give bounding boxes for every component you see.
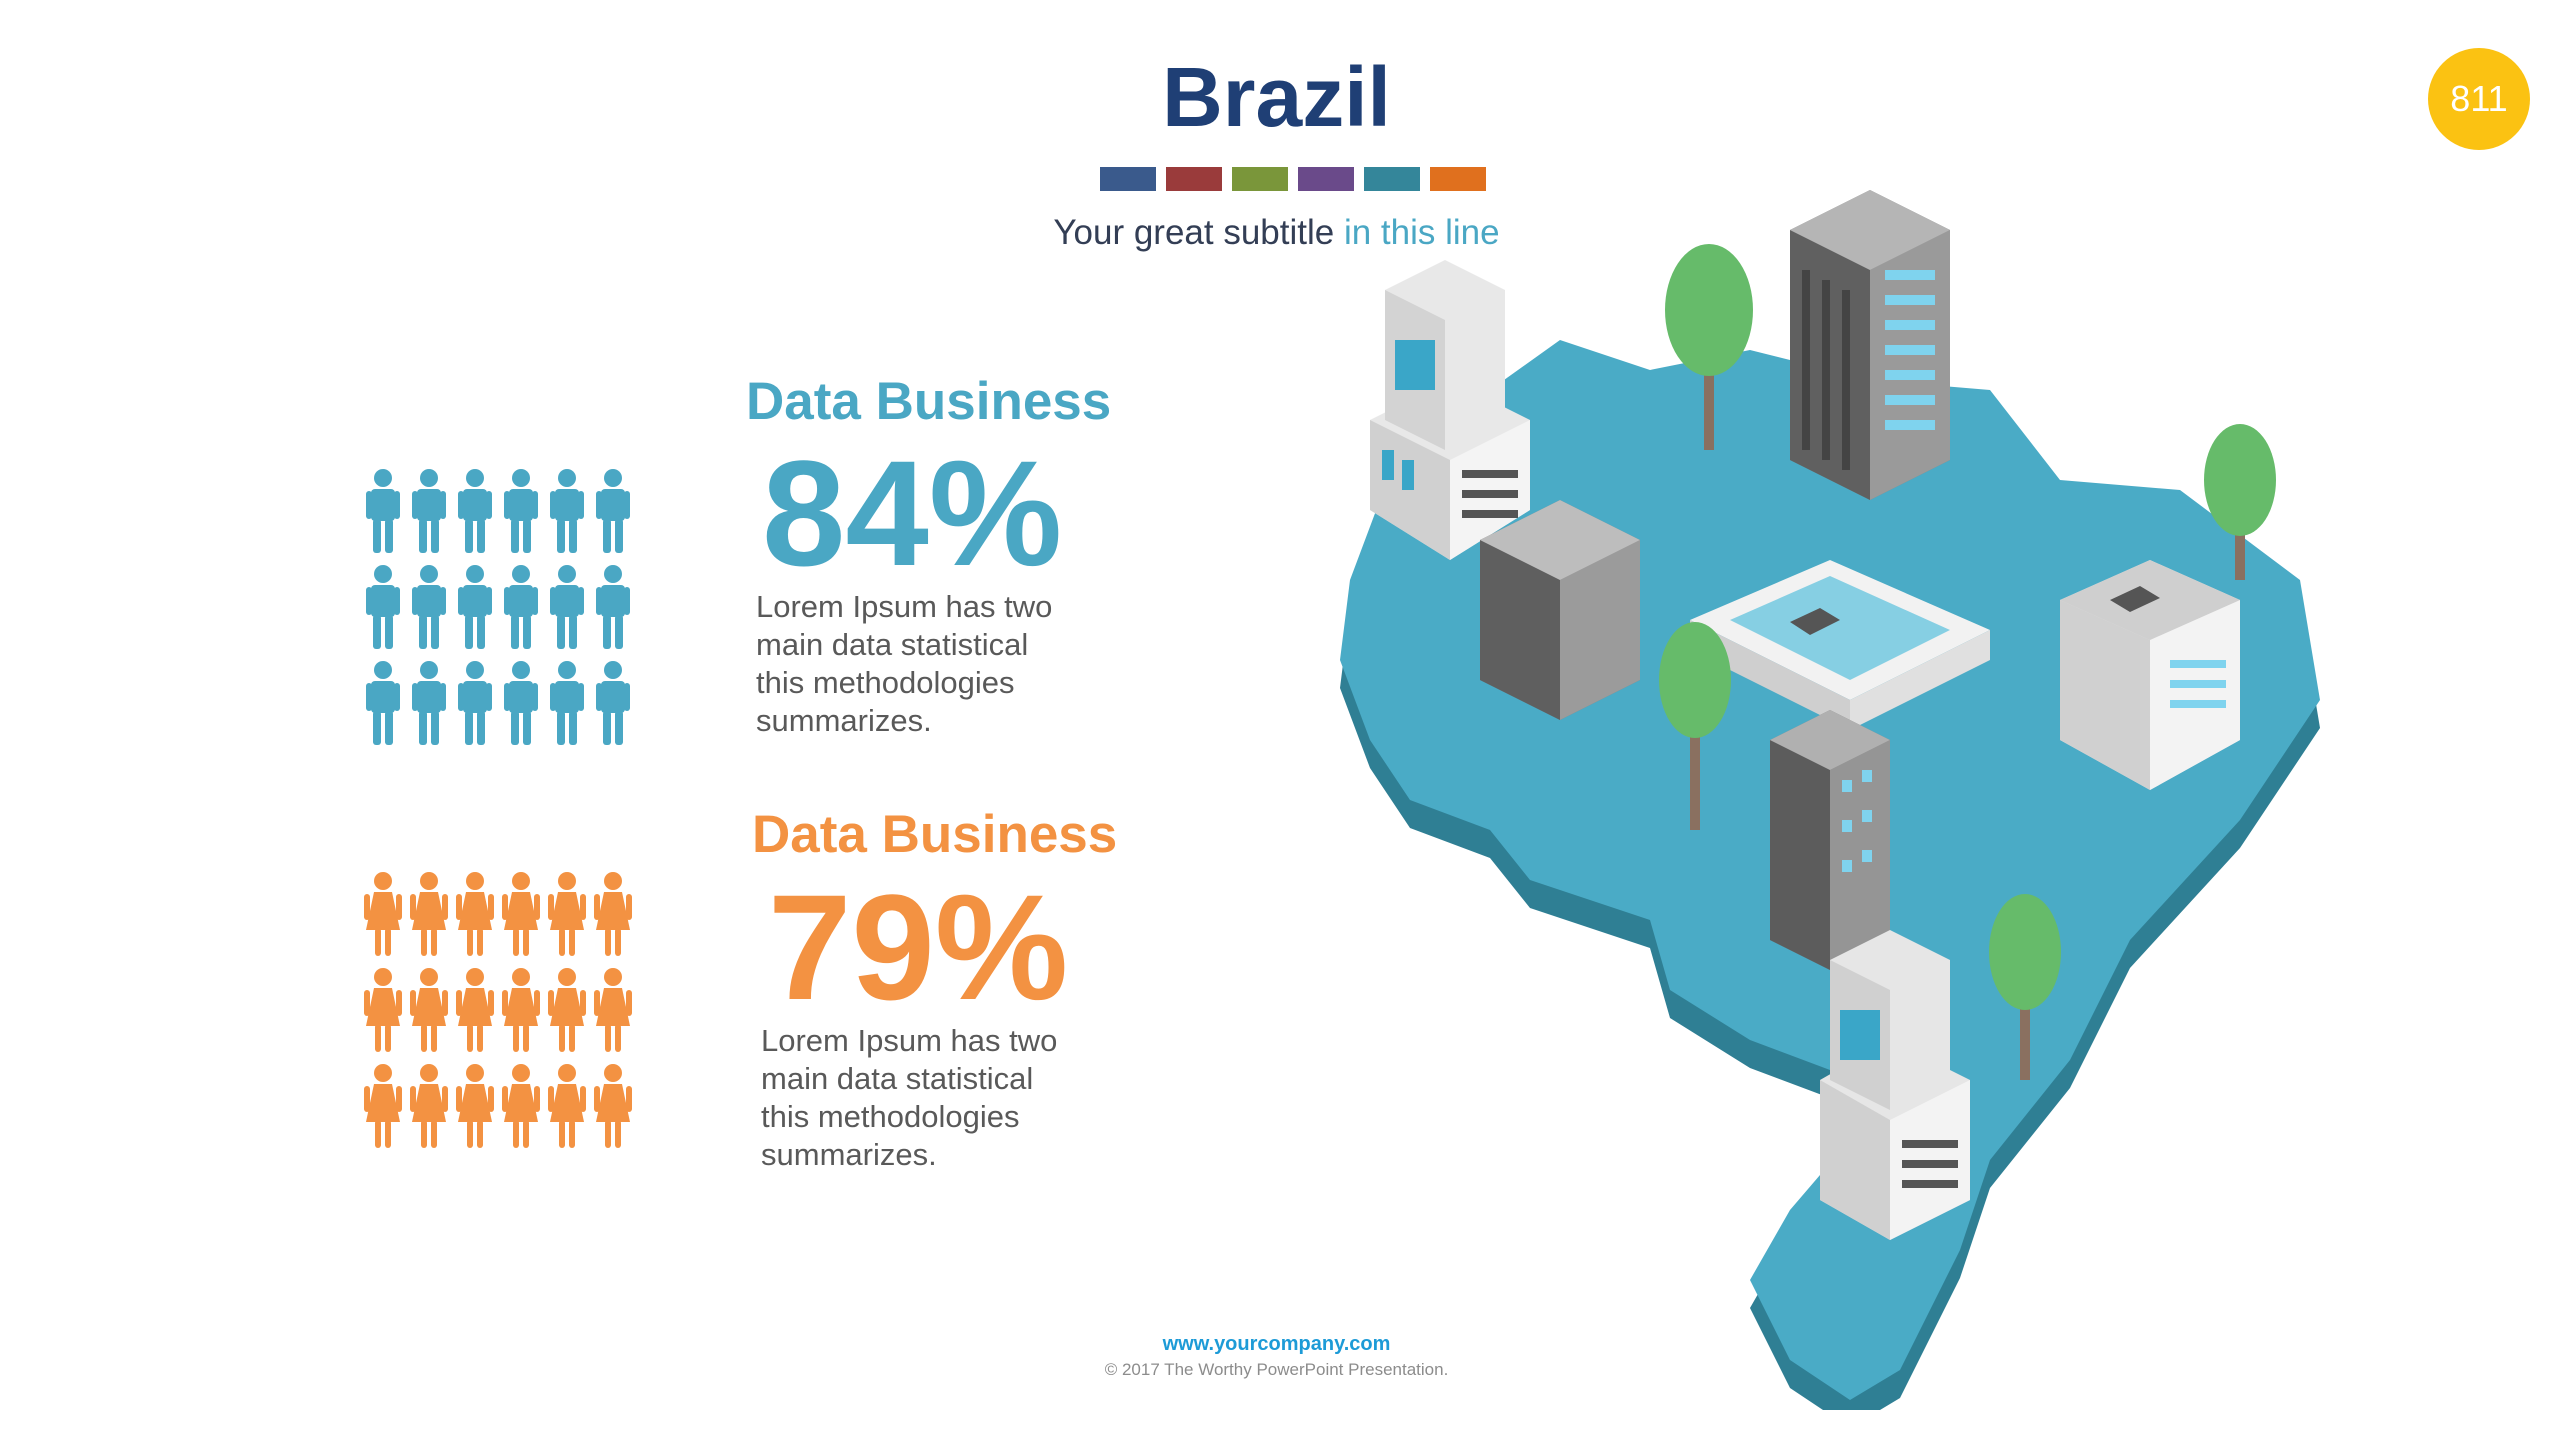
tree-icon [1989,894,2061,1080]
man-icon [452,657,498,753]
pool-building-icon [1690,560,1990,730]
tree-icon [1659,622,1731,830]
man-icon [544,465,590,561]
woman-icon [544,868,590,964]
man-icon [590,657,636,753]
stat-title-2: Data Business [752,805,1118,864]
man-icon [360,657,406,753]
man-icon [360,561,406,657]
stat-percent-1: 84% [762,429,1063,597]
office-building-icon [1820,930,1970,1240]
woman-icon [590,964,636,1060]
man-icon [544,561,590,657]
woman-icon [590,868,636,964]
footer-url[interactable]: www.yourcompany.com [1162,1333,1391,1355]
woman-icon [360,868,406,964]
man-icon [406,657,452,753]
office-building-icon [1370,260,1530,560]
color-swatch [1232,167,1288,191]
man-icon [498,465,544,561]
man-icon [498,657,544,753]
office-building-icon [2060,560,2240,790]
stat-percent-2: 79% [768,863,1069,1031]
people-icon-grid-men [360,465,636,753]
woman-icon [544,1060,590,1156]
woman-icon [452,1060,498,1156]
man-icon [360,465,406,561]
color-swatch [1364,167,1420,191]
tree-icon [1665,244,1753,450]
woman-icon [406,1060,452,1156]
stat-description-2: Lorem Ipsum has two main data statistica… [761,1023,1058,1172]
woman-icon [590,1060,636,1156]
man-icon [406,561,452,657]
color-swatch [1166,167,1222,191]
man-icon [590,465,636,561]
woman-icon [498,1060,544,1156]
man-icon [498,561,544,657]
stat-description-1: Lorem Ipsum has two main data statistica… [756,589,1053,738]
woman-icon [498,868,544,964]
stat-title-1: Data Business [746,372,1112,431]
woman-icon [406,964,452,1060]
page-title: Brazil [1162,50,1391,144]
woman-icon [452,868,498,964]
subtitle-main: Your great subtitle [1053,213,1335,252]
woman-icon [360,964,406,1060]
tree-icon [2204,424,2276,580]
woman-icon [360,1060,406,1156]
man-icon [406,465,452,561]
color-bars [1100,167,1486,191]
woman-icon [406,868,452,964]
brazil-map-illustration [1340,190,2320,1410]
woman-icon [498,964,544,1060]
man-icon [544,657,590,753]
color-swatch [1100,167,1156,191]
page-number-badge: 811 [2428,48,2530,150]
man-icon [452,465,498,561]
subtitle-highlight: in this line [1343,213,1500,252]
tower-building-icon [1770,710,1890,970]
woman-icon [452,964,498,1060]
man-icon [452,561,498,657]
color-swatch [1298,167,1354,191]
office-building-icon [1480,500,1640,720]
tower-building-icon [1790,190,1950,500]
color-swatch [1430,167,1486,191]
woman-icon [544,964,590,1060]
man-icon [590,561,636,657]
people-icon-grid-women [360,868,636,1156]
footer-copyright: © 2017 The Worthy PowerPoint Presentatio… [1104,1360,1449,1379]
subtitle: Your great subtitle in this line [0,212,2553,254]
